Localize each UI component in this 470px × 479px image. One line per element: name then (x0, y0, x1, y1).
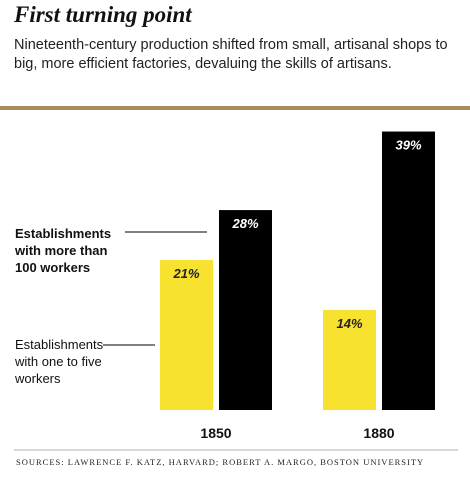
x-tick-label: 1850 (200, 425, 231, 441)
value-label: 39% (395, 138, 421, 153)
bar (219, 210, 272, 410)
source: SOURCES: LAWRENCE F. KATZ, HARVARD; ROBE… (16, 457, 425, 467)
bar (323, 310, 376, 410)
value-label: 28% (231, 216, 258, 231)
value-label: 21% (172, 266, 199, 281)
legend-label: Establishments with one to five workers (15, 337, 104, 386)
bar (382, 131, 435, 411)
chart-title: First turning point (14, 2, 192, 27)
x-tick-label: 1880 (363, 425, 394, 441)
value-label: 14% (336, 316, 362, 331)
bar (160, 260, 213, 410)
chart-subtitle: Nineteenth-century production shifted fr… (14, 37, 448, 72)
rule (0, 106, 470, 110)
legend-label: Establishments with more than 100 worker… (15, 226, 112, 275)
